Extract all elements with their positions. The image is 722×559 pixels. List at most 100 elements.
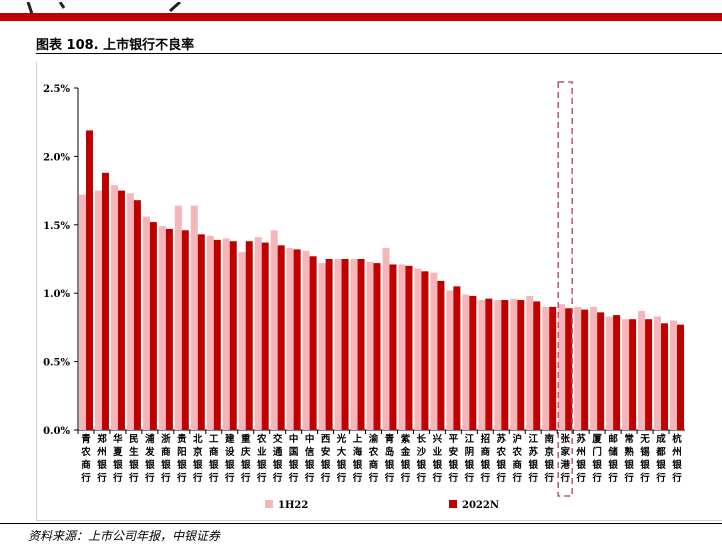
header-red-bar [0, 13, 722, 21]
bar-1h22 [446, 290, 454, 430]
bar-1h22 [270, 230, 278, 430]
bar-1h22 [302, 250, 310, 430]
legend-swatch [449, 500, 457, 508]
bar-2022n [405, 265, 413, 430]
x-tick-label: 渝农商行 [368, 433, 379, 484]
source-note: 资料来源：上市公司年报，中银证券 [28, 529, 221, 543]
bar-1h22 [462, 294, 470, 430]
bar-1h22 [414, 268, 422, 430]
bar-2022n [149, 222, 157, 430]
header-title-fragment [0, 0, 722, 13]
highlight-box [557, 81, 573, 497]
header-glyph-strokes [26, 0, 182, 13]
bar-2022n [645, 319, 653, 430]
bar-1h22 [350, 259, 358, 430]
bar-1h22 [670, 320, 678, 430]
bar-2022n [101, 172, 109, 431]
x-tick-label: 郑州银行 [96, 433, 107, 484]
x-tick-label: 中信银行 [304, 433, 315, 484]
bar-2022n [133, 200, 141, 430]
x-tick-label: 上海银行 [352, 433, 363, 484]
x-tick-label: 成都银行 [655, 433, 666, 484]
bar-1h22 [110, 185, 118, 430]
x-tick-label: 青农商行 [80, 433, 91, 484]
bar-1h22 [142, 216, 150, 430]
bar-2022n [309, 256, 317, 430]
x-tick-label: 兴业银行 [432, 433, 443, 484]
x-tick-label: 邮储银行 [607, 433, 618, 484]
bar-1h22 [382, 248, 390, 430]
bar-2022n [117, 190, 125, 430]
bar-1h22 [398, 264, 406, 430]
x-tick-label: 平安银行 [448, 434, 459, 484]
bar-2022n [277, 245, 285, 430]
bar-1h22 [366, 261, 374, 430]
bar-1h22 [606, 316, 614, 430]
bar-2022n [517, 300, 525, 430]
x-tick-label: 江阴银行 [464, 433, 475, 484]
bar-1h22 [654, 316, 662, 430]
bar-1h22 [126, 193, 134, 430]
bar-1h22 [78, 194, 86, 430]
x-tick-label: 浙商银行 [160, 433, 171, 484]
x-tick-label: 重庆银行 [240, 433, 251, 484]
x-tick-label: 张家港行 [559, 433, 570, 484]
bar-1h22 [286, 248, 294, 430]
x-axis-labels: 青农商行郑州银行华夏银行民生银行浦发银行浙商银行贵阳银行北京银行工商银行建设银行… [77, 430, 682, 484]
x-tick-label: 建设银行 [224, 433, 235, 484]
bar-2022n [677, 324, 685, 430]
x-tick-label: 青岛银行 [384, 433, 395, 484]
bar-2022n [245, 241, 253, 430]
bar-2022n [661, 323, 669, 430]
bar-2022n [437, 280, 445, 430]
x-tick-label: 杭州银行 [671, 433, 682, 484]
bar-1h22 [526, 295, 534, 430]
bar-1h22 [510, 298, 518, 430]
x-tick-label: 长沙银行 [416, 433, 427, 484]
bar-1h22 [174, 205, 182, 430]
x-tick-label: 苏州银行 [575, 433, 586, 484]
bar-2022n [597, 312, 605, 430]
bar-2022n [293, 249, 301, 430]
chart-frame [36, 62, 722, 521]
y-tick-label: 2.0% [43, 152, 70, 163]
bar-2022n [629, 319, 637, 430]
bar-2022n [581, 309, 589, 430]
bar-2022n [485, 298, 493, 430]
x-tick-label: 无锡银行 [639, 434, 650, 484]
x-tick-label: 南京银行 [543, 433, 554, 484]
x-tick-label: 交通银行 [272, 433, 283, 484]
figure-title: 图表 108. 上市银行不良率 [36, 38, 195, 53]
bar-2022n [213, 239, 221, 430]
bar-1h22 [206, 235, 214, 430]
bar-2022n [389, 264, 397, 430]
bar-1h22 [318, 263, 326, 430]
bar-1h22 [238, 252, 246, 430]
legend: 1H22 2022N [265, 500, 499, 511]
bar-2022n [357, 259, 365, 430]
bar-2022n [341, 259, 349, 430]
legend-swatch [265, 500, 273, 508]
bar-2022n [565, 308, 573, 430]
bar-2022n [165, 228, 173, 430]
bar-1h22 [254, 237, 262, 430]
bar-group [78, 81, 685, 497]
bar-2022n [501, 300, 509, 430]
bar-1h22 [494, 300, 502, 430]
bar-2022n [453, 286, 461, 430]
source-divider [0, 523, 722, 524]
y-tick-label: 1.5% [43, 221, 70, 232]
bar-2022n [197, 234, 205, 430]
x-tick-label: 浦发银行 [144, 433, 155, 484]
x-tick-label: 贵阳银行 [176, 433, 187, 484]
x-tick-label: 工商银行 [208, 434, 219, 484]
bar-1h22 [558, 304, 566, 430]
bar-2022n [613, 315, 621, 430]
x-tick-label: 紫金银行 [400, 433, 411, 484]
bar-2022n [469, 295, 477, 430]
x-tick-label: 常熟银行 [623, 433, 634, 484]
legend-label: 1H22 [278, 500, 308, 511]
x-tick-label: 光大银行 [336, 433, 347, 484]
x-tick-label: 中国银行 [288, 433, 299, 484]
x-tick-label: 沪农商行 [512, 433, 523, 484]
